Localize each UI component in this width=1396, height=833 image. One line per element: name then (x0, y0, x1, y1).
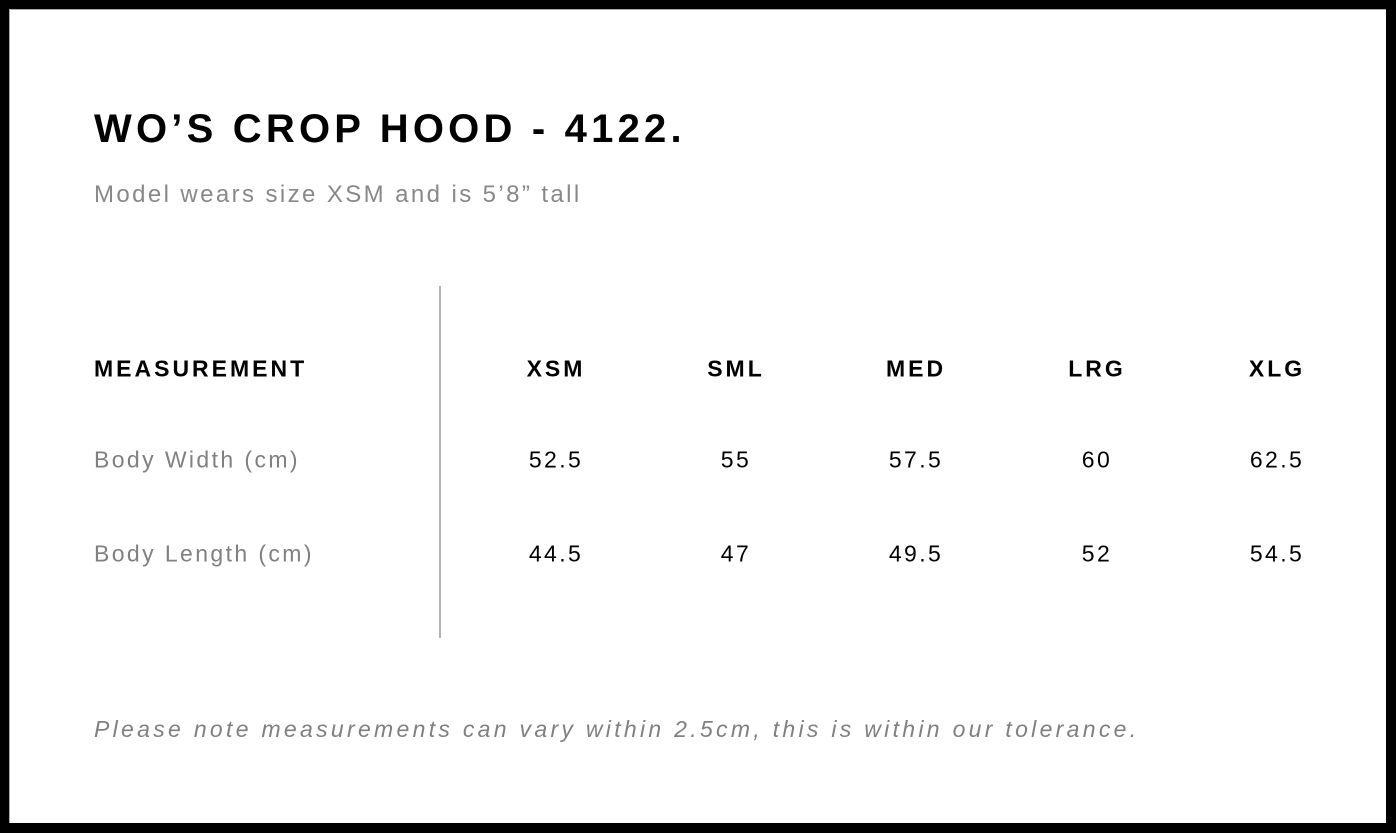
table-cell: 60 (1081, 446, 1113, 473)
model-info: Model wears size XSM and is 5’8” tall (94, 181, 582, 208)
tolerance-note: Please note measurements can vary within… (94, 716, 1140, 742)
table-cell: 54.5 (1249, 540, 1305, 567)
size-header-med: MED (885, 355, 947, 382)
size-header-xsm: XSM (526, 355, 586, 382)
table-cell: 47 (720, 540, 752, 567)
table-cell: 52.5 (528, 446, 584, 473)
product-title: WO’S CROP HOOD - 4122. (94, 107, 686, 151)
table-cell: 57.5 (888, 446, 944, 473)
size-header-sml: SML (707, 355, 765, 382)
size-chart-card: WO’S CROP HOOD - 4122. Model wears size … (9, 9, 1386, 823)
row-label: Body Width (cm) (94, 446, 300, 473)
size-header-lrg: LRG (1068, 355, 1126, 382)
size-header-xlg: XLG (1248, 355, 1306, 382)
table-cell: 44.5 (528, 540, 584, 567)
table-cell: 62.5 (1249, 446, 1305, 473)
measurement-header: MEASUREMENT (94, 355, 308, 382)
column-divider (439, 286, 441, 638)
table-cell: 49.5 (888, 540, 944, 567)
table-cell: 52 (1081, 540, 1113, 567)
row-label: Body Length (cm) (94, 540, 314, 567)
table-cell: 55 (720, 446, 752, 473)
